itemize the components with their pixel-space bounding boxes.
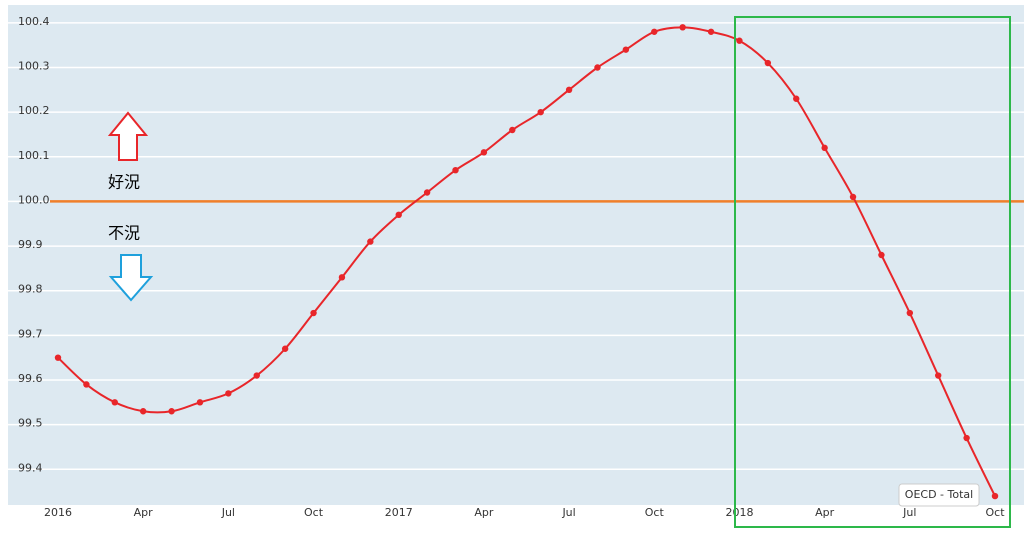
x-tick-label: Oct [304, 506, 324, 519]
y-tick-label: 99.5 [18, 417, 43, 430]
x-tick-label: Apr [134, 506, 154, 519]
point [991, 492, 999, 500]
point [395, 211, 402, 219]
point [793, 95, 800, 102]
down-arrow [108, 254, 154, 302]
point [565, 86, 573, 94]
x-tick-label: Apr [474, 506, 494, 519]
point [367, 238, 374, 245]
point [736, 37, 743, 44]
point [54, 354, 62, 361]
x-tick-label: Oct [985, 506, 1005, 519]
y-tick-label: 99.4 [18, 461, 43, 474]
series [54, 24, 999, 500]
annotation: 好況 [108, 173, 140, 192]
y-tick-label: 99.8 [18, 283, 43, 296]
x-tick-label: Jul [902, 506, 916, 519]
y-tick-label: 100.0 [18, 193, 50, 206]
tooltip [898, 483, 980, 507]
y-tick-label: 100.2 [18, 104, 50, 117]
point [622, 46, 630, 53]
tooltip-label: OECD - Total [905, 488, 973, 501]
annotation: 不況 [108, 224, 140, 243]
highlight-box [734, 16, 1011, 528]
point [139, 408, 147, 415]
grid: 99.4 99.5 99.6 99.7 99.8 99.9 100.0 100.1 100.2 1… [8, 15, 1024, 519]
y-tick-label: 100.4 [18, 15, 50, 28]
x-tick-label: Jul [221, 506, 235, 519]
up-arrow [107, 111, 149, 161]
y-tick-label: 99.9 [18, 238, 43, 251]
x-tick-label: 2017 [385, 506, 413, 519]
point [310, 309, 317, 317]
point [935, 372, 942, 379]
x-tick-label: Apr [815, 506, 835, 519]
y-tick-label: 100.3 [18, 60, 50, 73]
point [281, 345, 289, 352]
point [707, 28, 715, 35]
point [509, 126, 516, 134]
point [849, 193, 857, 201]
point [480, 149, 488, 156]
point [452, 166, 459, 174]
x-tick-label: 2018 [725, 506, 753, 519]
point [196, 399, 204, 406]
point [764, 59, 772, 67]
y-tick-label: 100.1 [18, 149, 50, 162]
point [594, 64, 601, 71]
y-tick-label: 99.7 [18, 327, 43, 340]
point [168, 408, 175, 415]
x-tick-label: Oct [645, 506, 665, 519]
x-tick-label: 2016 [44, 506, 72, 519]
point [83, 381, 90, 388]
point [225, 390, 232, 397]
point [821, 144, 828, 152]
y-tick-label: 99.6 [18, 372, 43, 385]
point [537, 108, 544, 116]
point [338, 274, 346, 281]
point [906, 309, 914, 317]
plot-background [8, 5, 1024, 505]
point [253, 372, 260, 379]
point [878, 251, 885, 259]
point [963, 434, 970, 442]
point [423, 189, 431, 196]
x-tick-label: Jul [561, 506, 575, 519]
point [651, 28, 658, 35]
point [111, 399, 118, 406]
point [679, 24, 686, 31]
